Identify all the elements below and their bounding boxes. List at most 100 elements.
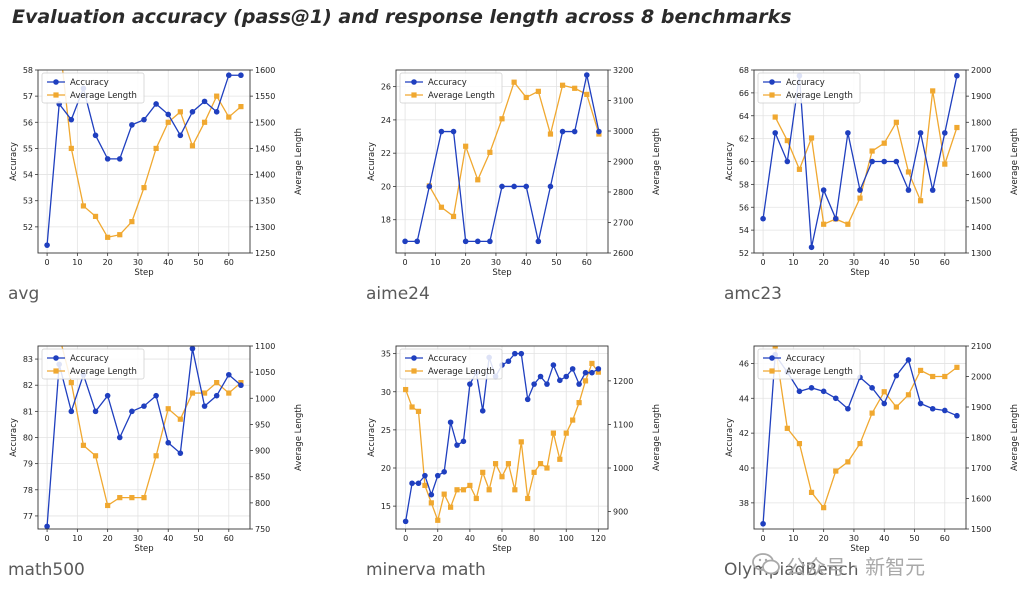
average-length-point — [531, 469, 537, 475]
y-tick-label: 24 — [381, 116, 391, 125]
axes: 0 10 20 30 40 50 60 52 53 54 55 56 57 58 1250 1300 1350 1… — [9, 66, 304, 278]
accuracy-point — [784, 158, 791, 165]
average-length-point — [214, 380, 220, 386]
legend-accuracy-label: Accuracy — [428, 354, 467, 364]
chart-caption: minerva math — [366, 560, 486, 580]
chart-caption: avg — [8, 284, 40, 304]
accuracy-point — [226, 72, 232, 79]
average-length-point — [547, 131, 554, 137]
y2-tick-label: 2100 — [971, 342, 991, 351]
accuracy-point — [92, 132, 99, 139]
average-length-point — [505, 461, 512, 467]
average-length-line — [62, 70, 242, 239]
watermark-text: 公众号 · 新智元 — [786, 555, 926, 579]
x-tick-label: 50 — [193, 258, 203, 267]
x-tick-label: 20 — [433, 534, 443, 543]
y2-axis-label: Average Length — [1010, 128, 1020, 195]
accuracy-point — [954, 72, 960, 79]
accuracy-point — [596, 128, 602, 135]
x-tick-label: 40 — [879, 258, 889, 267]
y-tick-label: 18 — [381, 216, 391, 225]
average-length-point — [821, 505, 827, 511]
y-axis-label: Accuracy — [367, 142, 377, 181]
average-length-point — [535, 88, 541, 94]
y2-tick-label: 1100 — [613, 420, 633, 429]
y2-tick-label: 1500 — [971, 525, 991, 534]
x-tick-label: 0 — [403, 534, 408, 543]
average-length-point — [544, 465, 550, 471]
y2-tick-label: 1300 — [255, 223, 275, 232]
legend: Accuracy Average Length — [41, 348, 145, 380]
axes: 0 20 40 60 80 100 120 15 20 25 30 35 900 1000 1100 1200… — [367, 350, 662, 554]
average-length-point — [954, 364, 960, 370]
average-length-point — [428, 500, 434, 506]
average-length-point — [57, 333, 62, 338]
chart-caption: aime24 — [366, 284, 430, 304]
x-tick-label: 20 — [103, 258, 113, 267]
legend-length-marker — [53, 368, 59, 374]
accuracy-point — [511, 183, 517, 190]
average-length-point — [473, 495, 479, 502]
accuracy-point — [518, 350, 525, 357]
accuracy-point — [201, 98, 208, 105]
average-length-point — [415, 408, 422, 414]
accuracy-point — [68, 408, 75, 415]
average-length-point — [857, 195, 863, 201]
y-tick-label: 56 — [23, 118, 33, 127]
x-tick-label: 0 — [403, 258, 408, 267]
average-length-point — [475, 177, 481, 183]
accuracy-point — [415, 480, 422, 487]
y2-tick-label: 950 — [255, 420, 270, 429]
accuracy-point — [116, 434, 123, 441]
plot-frame — [395, 345, 609, 530]
x-tick-label: 30 — [133, 534, 143, 543]
average-length-point — [460, 487, 467, 493]
legend-length-label: Average Length — [428, 367, 495, 377]
y-tick-label: 57 — [23, 92, 33, 101]
average-length-point — [201, 390, 208, 396]
legend: Accuracy Average Length — [757, 72, 861, 104]
x-tick-label: 0 — [761, 534, 766, 543]
average-length-point — [153, 145, 159, 152]
y2-tick-label: 750 — [255, 525, 270, 534]
legend-length-marker — [411, 368, 417, 374]
accuracy-point — [129, 122, 135, 128]
accuracy-point — [820, 388, 827, 395]
accuracy-point — [165, 111, 172, 118]
x-tick-label: 40 — [465, 534, 475, 543]
accuracy-point — [760, 215, 766, 222]
average-length-point — [189, 143, 196, 149]
average-length-point — [518, 439, 524, 445]
average-length-point — [589, 360, 595, 367]
axes: 0 10 20 30 40 50 60 38 40 42 44 46 1500 1600 1700 1800 1… — [725, 342, 1020, 554]
legend-accuracy-marker — [769, 79, 775, 85]
accuracy-point — [487, 238, 493, 245]
x-tick-label: 80 — [529, 534, 539, 543]
y2-tick-label: 1000 — [255, 394, 275, 403]
accuracy-point — [942, 407, 948, 414]
x-tick-label: 20 — [819, 534, 829, 543]
series-accuracy — [402, 72, 602, 245]
chart-aime24: 0 10 20 30 40 50 60 18 20 22 24 26 2600 2700 2800 2900 3… — [367, 66, 662, 278]
y2-axis-label: Average Length — [294, 128, 304, 195]
y-tick-label: 54 — [739, 226, 749, 235]
accuracy-point — [845, 405, 851, 412]
accuracy-point — [238, 72, 244, 79]
wechat-icon — [752, 553, 780, 575]
y2-tick-label: 3200 — [613, 66, 633, 75]
y2-tick-label: 1550 — [255, 92, 275, 101]
legend-length-label: Average Length — [70, 367, 137, 377]
series-average-length — [62, 70, 244, 240]
average-length-point — [499, 474, 505, 480]
average-length-point — [796, 166, 803, 172]
average-length-point — [845, 221, 851, 227]
accuracy-point — [213, 109, 220, 115]
accuracy-point — [68, 116, 75, 123]
y-tick-label: 58 — [739, 180, 749, 189]
legend-box — [757, 348, 861, 380]
x-axis-label: Step — [134, 544, 153, 554]
accuracy-point — [505, 358, 512, 365]
average-length-point — [409, 404, 415, 410]
average-length-point — [582, 378, 589, 384]
accuracy-point — [44, 523, 50, 529]
